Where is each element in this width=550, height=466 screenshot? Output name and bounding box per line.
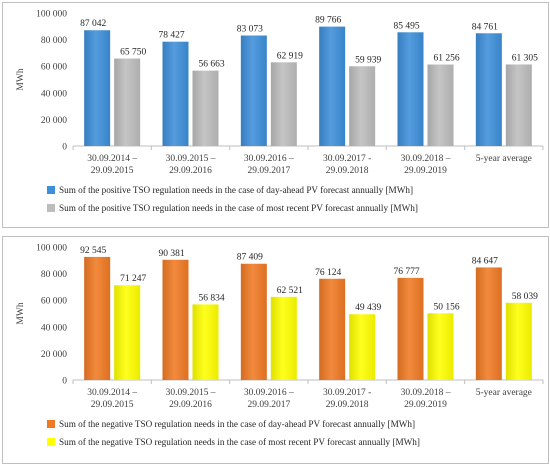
bar: [270, 62, 297, 146]
x-tick-label: 5-year average: [476, 388, 532, 398]
y-tick-label: 100 000: [36, 244, 67, 254]
y-tick-label: 0: [62, 143, 67, 153]
bar: [114, 285, 141, 380]
y-tick-label: 40 000: [41, 323, 67, 333]
data-label: 76 777: [393, 267, 419, 277]
bar: [397, 277, 424, 380]
x-tick-label: 30.09.2017 -: [323, 154, 371, 164]
x-tick-label: 5-year average: [476, 154, 532, 164]
bar: [349, 314, 376, 380]
y-tick-label: 20 000: [41, 350, 67, 360]
data-label: 92 545: [80, 246, 106, 256]
x-tick-label: 30.09.2018 –: [401, 388, 451, 398]
legend-label: Sum of the positive TSO regulation needs…: [59, 185, 413, 195]
bar: [114, 58, 141, 146]
bar: [475, 267, 502, 380]
bar: [162, 259, 189, 380]
data-label: 56 834: [198, 293, 224, 303]
data-label: 85 495: [393, 21, 419, 31]
y-axis-label: MWh: [16, 68, 26, 90]
x-tick-label: 29.09.2018: [326, 400, 369, 410]
x-tick-label: 30.09.2014 –: [87, 154, 137, 164]
x-tick-label: 30.09.2017 -: [323, 388, 371, 398]
bar: [427, 64, 454, 146]
bar: [240, 35, 267, 146]
data-label: 89 766: [315, 16, 341, 26]
bar: [349, 66, 376, 146]
bar: [192, 70, 219, 146]
y-tick-label: 0: [62, 377, 67, 387]
data-label: 62 919: [277, 51, 303, 61]
data-label: 50 156: [433, 302, 459, 312]
legend-swatch: [47, 420, 55, 428]
bar: [319, 26, 346, 146]
data-label: 65 750: [120, 48, 146, 58]
bar: [192, 304, 219, 380]
x-tick-label: 29.09.2019: [404, 166, 447, 176]
negative-regulation-chart: MWh 0 20 000 40 000 60 000 80 000 100 000 92 54…: [16, 244, 544, 447]
bar: [162, 41, 189, 146]
data-label: 71 247: [120, 274, 146, 284]
data-label: 84 647: [472, 256, 498, 266]
bar: [240, 263, 267, 380]
x-tick-label: 30.09.2018 –: [401, 154, 451, 164]
y-tick-label: 80 000: [41, 270, 67, 280]
y-tick-label: 20 000: [41, 116, 67, 126]
y-axis-label: MWh: [16, 302, 26, 324]
bar: [505, 302, 532, 380]
data-label: 56 663: [198, 60, 224, 70]
y-tick-label: 80 000: [41, 36, 67, 46]
bar: [397, 32, 424, 146]
bar: [319, 278, 346, 380]
data-label: 62 521: [277, 286, 303, 296]
bar: [505, 64, 532, 146]
data-label: 49 439: [355, 303, 381, 313]
bar: [84, 256, 111, 380]
legend-label: Sum of the positive TSO regulation needs…: [59, 203, 418, 213]
x-tick-label: 29.09.2017: [247, 400, 290, 410]
data-label: 87 409: [237, 253, 263, 263]
data-label: 61 256: [433, 54, 459, 64]
legend-swatch: [47, 186, 55, 194]
legend-swatch: [47, 438, 55, 446]
x-tick-label: 29.09.2015: [91, 166, 134, 176]
x-tick-label: 29.09.2018: [326, 166, 369, 176]
legend-label: Sum of the negative TSO regulation needs…: [59, 419, 415, 429]
legend-label: Sum of the negative TSO regulation needs…: [59, 437, 420, 447]
data-label: 58 039: [512, 292, 538, 302]
x-tick-label: 30.09.2016 –: [244, 154, 294, 164]
x-tick-label: 29.09.2017: [247, 166, 290, 176]
positive-regulation-chart: MWh 0 20 000 40 000 60 000 80 000 100 000 87 04…: [16, 10, 544, 213]
x-tick-label: 30.09.2016 –: [244, 388, 294, 398]
data-label: 78 427: [158, 31, 184, 41]
x-tick-label: 29.09.2019: [404, 400, 447, 410]
data-label: 59 939: [355, 55, 381, 65]
chart-panel-negative: MWh 0 20 000 40 000 60 000 80 000 100 000 92 54…: [2, 236, 549, 464]
chart-panel-positive: MWh 0 20 000 40 000 60 000 80 000 100 000 87 04…: [2, 2, 549, 228]
data-label: 76 124: [315, 268, 341, 278]
data-label: 90 381: [158, 249, 184, 259]
data-label: 83 073: [237, 25, 263, 35]
data-label: 84 761: [472, 22, 498, 32]
y-tick-label: 100 000: [36, 10, 67, 20]
data-label: 61 305: [512, 53, 538, 63]
x-tick-label: 30.09.2014 –: [87, 388, 137, 398]
data-label: 87 042: [80, 19, 106, 29]
y-tick-label: 60 000: [41, 297, 67, 307]
bar: [475, 33, 502, 146]
y-tick-label: 40 000: [41, 89, 67, 99]
x-tick-label: 30.09.2015 –: [166, 154, 216, 164]
x-tick-label: 30.09.2015 –: [166, 388, 216, 398]
x-tick-label: 29.09.2016: [169, 166, 212, 176]
x-tick-label: 29.09.2016: [169, 400, 212, 410]
legend-swatch: [47, 204, 55, 212]
x-tick-label: 29.09.2015: [91, 400, 134, 410]
bar: [270, 296, 297, 380]
bar: [427, 313, 454, 380]
y-tick-label: 60 000: [41, 63, 67, 73]
bar: [84, 30, 111, 147]
